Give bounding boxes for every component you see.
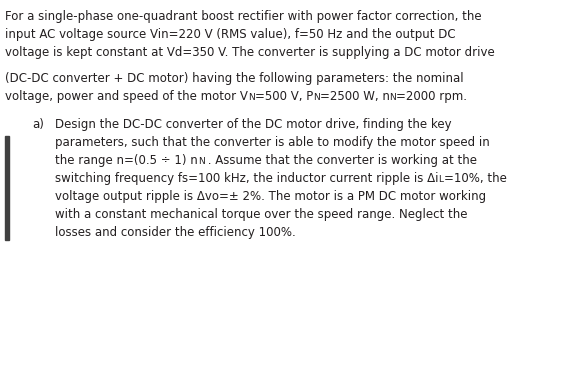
Text: N: N [390, 94, 396, 102]
Text: N: N [248, 94, 255, 102]
Text: with a constant mechanical torque over the speed range. Neglect the: with a constant mechanical torque over t… [55, 208, 468, 221]
Text: =10%, the: =10%, the [443, 172, 506, 185]
Text: . Assume that the converter is working at the: . Assume that the converter is working a… [205, 154, 477, 167]
Text: switching frequency fs=100 kHz, the inductor current ripple is Δi: switching frequency fs=100 kHz, the indu… [55, 172, 438, 185]
Text: parameters, such that the converter is able to modify the motor speed in: parameters, such that the converter is a… [55, 136, 490, 149]
Text: the range n=(0.5 ÷ 1) n: the range n=(0.5 ÷ 1) n [55, 154, 198, 167]
Text: =2500 W, n: =2500 W, n [320, 90, 390, 103]
Text: voltage output ripple is Δvo=± 2%. The motor is a PM DC motor working: voltage output ripple is Δvo=± 2%. The m… [55, 190, 486, 203]
Text: losses and consider the efficiency 100%.: losses and consider the efficiency 100%. [55, 226, 296, 239]
Text: N: N [313, 94, 320, 102]
Text: =500 V, P: =500 V, P [255, 90, 313, 103]
Text: input AC voltage source Vin=220 V (RMS value), f=50 Hz and the output DC: input AC voltage source Vin=220 V (RMS v… [5, 28, 456, 41]
Bar [5, 136, 9, 240]
Text: (DC-DC converter + DC motor) having the following parameters: the nominal: (DC-DC converter + DC motor) having the … [5, 72, 464, 85]
Text: voltage is kept constant at Vd=350 V. The converter is supplying a DC motor driv: voltage is kept constant at Vd=350 V. Th… [5, 46, 495, 59]
Text: Design the DC-DC converter of the DC motor drive, finding the key: Design the DC-DC converter of the DC mot… [55, 118, 452, 131]
Text: voltage, power and speed of the motor V: voltage, power and speed of the motor V [5, 90, 248, 103]
Text: N: N [198, 158, 205, 166]
Text: a): a) [32, 118, 44, 131]
Text: =2000 rpm.: =2000 rpm. [396, 90, 467, 103]
Text: L: L [438, 175, 443, 185]
Text: For a single-phase one-quadrant boost rectifier with power factor correction, th: For a single-phase one-quadrant boost re… [5, 10, 481, 23]
